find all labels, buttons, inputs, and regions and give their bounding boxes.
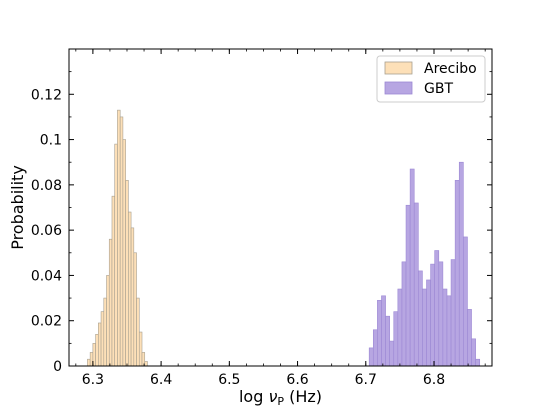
arecibo-bar — [114, 143, 118, 367]
gbt-bar — [426, 279, 431, 367]
y-tick-label: 0 — [53, 359, 62, 375]
gbt-bar — [463, 236, 468, 367]
arecibo-bar — [144, 361, 148, 367]
arecibo-bar — [106, 275, 110, 367]
x-axis-label-subscript: P — [277, 395, 284, 408]
arecibo-bar — [87, 358, 91, 367]
gbt-bar — [446, 295, 452, 367]
y-tick-label: 0.04 — [31, 268, 62, 284]
legend-label-gbt: GBT — [424, 81, 453, 97]
ticks-layer: 6.3 6.4 6.5 6.6 6.7 6.8 0 0.02 0.04 0.06 0.08 0.1 0.… — [31, 49, 492, 388]
x-axis-label: log νP (Hz) — [239, 387, 322, 408]
y-tick-label: 0.08 — [31, 178, 62, 194]
gbt-bar — [381, 295, 386, 367]
x-tick-label: 6.5 — [218, 372, 240, 388]
arecibo-bar — [128, 211, 132, 367]
arecibo-bar — [111, 195, 116, 367]
gbt-bar — [413, 202, 419, 367]
x-tick-label: 6.4 — [150, 372, 172, 388]
x-axis-label-prefix: log — [239, 387, 268, 406]
y-axis-label: Probability — [8, 165, 27, 250]
arecibo-bar — [122, 139, 126, 367]
gbt-bar — [471, 338, 476, 367]
y-tick-label: 0.06 — [31, 223, 62, 239]
arecibo-bar — [130, 227, 135, 367]
x-tick-label: 6.8 — [423, 372, 445, 388]
gbt-bar — [397, 288, 403, 367]
gbt-bar — [368, 347, 374, 367]
x-tick-label: 6.3 — [82, 372, 104, 388]
arecibo-bar — [125, 180, 129, 367]
y-tick-label: 0.02 — [31, 314, 62, 330]
legend-label-arecibo: Arecibo — [424, 61, 477, 77]
gbt-bar — [450, 259, 456, 367]
gbt-bar — [454, 180, 460, 367]
arecibo-bar — [136, 297, 140, 367]
gbt-bar — [418, 270, 423, 367]
gbt-bar — [458, 161, 464, 367]
x-tick-label: 6.6 — [286, 372, 308, 388]
gbt-bar — [372, 329, 378, 367]
arecibo-bar — [133, 252, 137, 367]
y-tick-label: 0.12 — [31, 87, 62, 103]
gbt-bar — [405, 204, 411, 367]
gbt-bar — [389, 340, 395, 367]
gbt-bar — [434, 250, 440, 367]
gbt-bar — [475, 358, 481, 367]
gbt-bar — [393, 311, 399, 367]
arecibo-bar — [103, 297, 107, 367]
x-axis-label-suffix: (Hz) — [284, 387, 322, 406]
gbt-bar — [422, 288, 427, 367]
gbt-bar — [430, 263, 435, 367]
legend-swatch-arecibo — [384, 61, 413, 75]
gbt-bar — [438, 261, 444, 367]
arecibo-bar — [100, 311, 105, 367]
legend: Arecibo GBT — [376, 55, 486, 103]
plot-frame — [68, 48, 493, 367]
gbt-bar — [401, 261, 407, 367]
bars-layer — [87, 109, 481, 367]
arecibo-bar — [117, 109, 121, 367]
gbt-bar — [409, 168, 415, 367]
gbt-bar — [377, 300, 382, 367]
legend-swatch-gbt — [384, 81, 413, 95]
x-axis-label-symbol: ν — [268, 387, 277, 406]
gbt-bar — [467, 309, 472, 367]
y-tick-label: 0.1 — [40, 133, 62, 149]
arecibo-bar — [138, 331, 143, 367]
arecibo-bar — [108, 238, 113, 367]
gbt-bar — [385, 315, 390, 367]
arecibo-bar — [98, 322, 102, 367]
arecibo-bar — [95, 333, 99, 367]
x-tick-label: 6.7 — [355, 372, 377, 388]
arecibo-bar — [119, 116, 124, 367]
gbt-bar — [442, 288, 448, 367]
